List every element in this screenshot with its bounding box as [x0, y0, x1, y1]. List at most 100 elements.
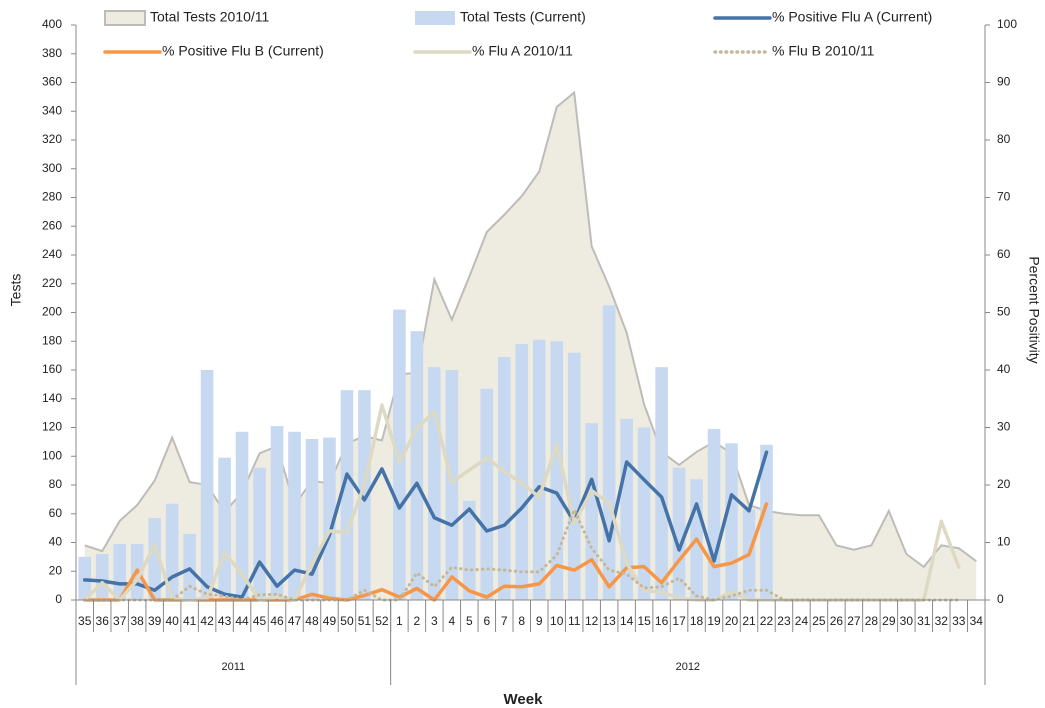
x-tick-label: 37: [113, 614, 127, 628]
area-layer: [84, 90, 977, 600]
bar: [393, 309, 406, 600]
bar: [515, 344, 529, 600]
x-tick-label: 17: [672, 614, 686, 628]
legend-label: % Flu B 2010/11: [772, 43, 875, 59]
x-tick-label: 50: [340, 614, 354, 628]
x-tick-label: 42: [200, 614, 214, 628]
y-tick-label: 240: [42, 247, 62, 261]
group-label: 2011: [221, 661, 245, 673]
legend-label: Total Tests 2010/11: [150, 9, 270, 25]
y2-tick-label: 50: [997, 305, 1011, 319]
group-label: 2012: [676, 661, 700, 673]
x-tick-label: 5: [466, 614, 473, 628]
x-tick-label: 15: [637, 614, 651, 628]
y-tick-label: 300: [42, 161, 62, 175]
x-tick-label: 2: [414, 614, 421, 628]
y-tick-label: 340: [42, 103, 62, 117]
y-tick-label: 260: [42, 218, 62, 232]
bar: [253, 467, 266, 600]
x-tick-label: 11: [568, 614, 581, 628]
x-tick-label: 47: [288, 614, 302, 628]
x-tick-label: 31: [917, 614, 931, 628]
x-tick-label: 45: [253, 614, 267, 628]
x-tick-label: 38: [131, 614, 145, 628]
x-tick-label: 39: [148, 614, 162, 628]
bar: [200, 370, 214, 600]
x-tick-label: 9: [536, 614, 543, 628]
x-tick-label: 3: [431, 614, 438, 628]
x-tick-label: 18: [690, 614, 704, 628]
x-tick-label: 19: [707, 614, 721, 628]
x-tick-label: 7: [501, 614, 508, 628]
y-tick-label: 120: [42, 420, 62, 434]
y-tick-label: 320: [42, 132, 62, 146]
x-tick-label: 51: [358, 614, 372, 628]
x-tick-label: 30: [900, 614, 914, 628]
x-tick-label: 27: [847, 614, 861, 628]
y-tick-label: 200: [42, 305, 62, 319]
y-axis-title: Tests: [8, 274, 24, 307]
x-tick-label: 24: [795, 614, 809, 628]
axis-layer: 0204060801001201401601802002202402602803…: [42, 17, 1017, 685]
bar: [113, 543, 126, 600]
bar: [655, 367, 668, 600]
bar: [532, 339, 546, 600]
bar: [725, 443, 738, 600]
x-tick-label: 4: [448, 614, 455, 628]
x-tick-label: 34: [970, 614, 984, 628]
x-tick-label: 10: [550, 614, 564, 628]
x-tick-label: 12: [585, 614, 599, 628]
x-tick-label: 41: [183, 614, 197, 628]
bar: [497, 357, 511, 600]
bar: [602, 305, 616, 600]
x-tick-label: 26: [830, 614, 844, 628]
x-tick-label: 36: [96, 614, 110, 628]
bar: [428, 367, 441, 600]
x-tick-label: 40: [165, 614, 179, 628]
bar: [445, 370, 459, 600]
bar: [323, 437, 336, 600]
y-tick-label: 280: [42, 190, 62, 204]
bar: [550, 341, 564, 600]
y-tick-label: 380: [42, 46, 62, 60]
line: [82, 450, 769, 599]
bar: [707, 428, 721, 600]
y2-tick-label: 20: [997, 477, 1011, 491]
x-tick-label: 52: [375, 614, 389, 628]
x-tick-label: 48: [305, 614, 319, 628]
y-tick-label: 160: [42, 362, 62, 376]
bar: [358, 390, 371, 600]
y2-tick-label: 60: [997, 247, 1011, 261]
bar: [760, 444, 773, 600]
y2-tick-label: 40: [997, 362, 1011, 376]
x-tick-label: 25: [812, 614, 826, 628]
bar: [183, 533, 196, 600]
x-tick-label: 8: [518, 614, 525, 628]
x-tick-label: 14: [620, 614, 634, 628]
y-tick-label: 180: [42, 333, 62, 347]
legend-label: % Positive Flu A (Current): [772, 9, 932, 25]
x-tick-label: 29: [882, 614, 896, 628]
x-tick-label: 49: [323, 614, 337, 628]
bar: [410, 331, 424, 600]
y-tick-label: 400: [42, 17, 62, 31]
legend-label: % Positive Flu B (Current): [162, 43, 324, 59]
x-tick-label: 44: [235, 614, 249, 628]
y2-tick-label: 100: [997, 17, 1017, 31]
x-tick-label: 23: [777, 614, 791, 628]
y2-axis-title: Percent Positivity: [1026, 256, 1042, 363]
bar: [463, 500, 476, 600]
y2-tick-label: 80: [997, 132, 1011, 146]
x-tick-label: 32: [935, 614, 949, 628]
x-axis-title: Week: [504, 691, 544, 708]
bar: [480, 388, 494, 600]
y2-tick-label: 30: [997, 420, 1011, 434]
legend-label: Total Tests (Current): [460, 9, 586, 25]
y-tick-label: 360: [42, 75, 62, 89]
bar: [95, 554, 109, 600]
bar: [235, 431, 249, 600]
y-tick-label: 20: [49, 563, 63, 577]
x-tick-label: 21: [742, 614, 756, 628]
bar: [637, 427, 651, 600]
bar: [270, 426, 284, 600]
